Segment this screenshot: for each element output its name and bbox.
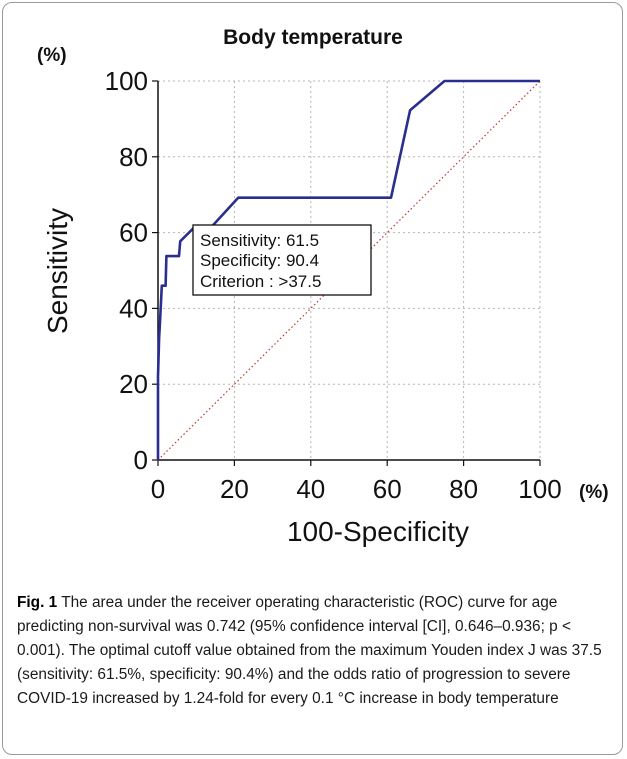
caption-label: Fig. 1 bbox=[17, 594, 58, 611]
y-tick-labels: 0 20 40 60 80 100 bbox=[105, 66, 158, 475]
y-axis-title: Sensitivity bbox=[42, 208, 73, 334]
x-tick-label-1: 20 bbox=[220, 474, 249, 504]
y-tick-label-2: 40 bbox=[119, 293, 148, 323]
x-tick-label-0: 0 bbox=[151, 474, 165, 504]
chart-title: Body temperature bbox=[223, 26, 403, 49]
x-tick-labels: 0 20 40 60 80 100 bbox=[151, 460, 562, 504]
annotation-box: Sensitivity: 61.5 Specificity: 90.4 Crit… bbox=[192, 224, 372, 296]
x-tick-label-4: 80 bbox=[449, 474, 478, 504]
y-tick-label-3: 60 bbox=[119, 218, 148, 248]
x-tick-label-2: 40 bbox=[296, 474, 325, 504]
annotation-line-3: Criterion : >37.5 bbox=[200, 272, 321, 291]
roc-curve-line bbox=[156, 79, 540, 460]
annotation-line-2: Specificity: 90.4 bbox=[200, 251, 319, 270]
x-unit-label: (%) bbox=[579, 482, 609, 503]
x-tick-label-5: 100 bbox=[518, 474, 561, 504]
caption-text: The area under the receiver operating ch… bbox=[17, 594, 602, 707]
annotation-box-border bbox=[192, 224, 372, 296]
roc-chart: 0 20 40 60 80 100 0 20 40 60 80 100 Body temperatu… bbox=[37, 26, 609, 547]
annotation-line-1: Sensitivity: 61.5 bbox=[200, 231, 319, 250]
y-tick-label-5: 100 bbox=[105, 66, 148, 96]
x-axis-title: 100-Specificity bbox=[287, 516, 469, 547]
y-tick-label-0: 0 bbox=[134, 445, 148, 475]
x-tick-label-3: 60 bbox=[373, 474, 402, 504]
y-tick-label-1: 20 bbox=[119, 369, 148, 399]
y-unit-label: (%) bbox=[37, 45, 67, 66]
y-tick-label-4: 80 bbox=[119, 142, 148, 172]
figure-caption: Fig. 1 The area under the receiver opera… bbox=[17, 591, 617, 711]
